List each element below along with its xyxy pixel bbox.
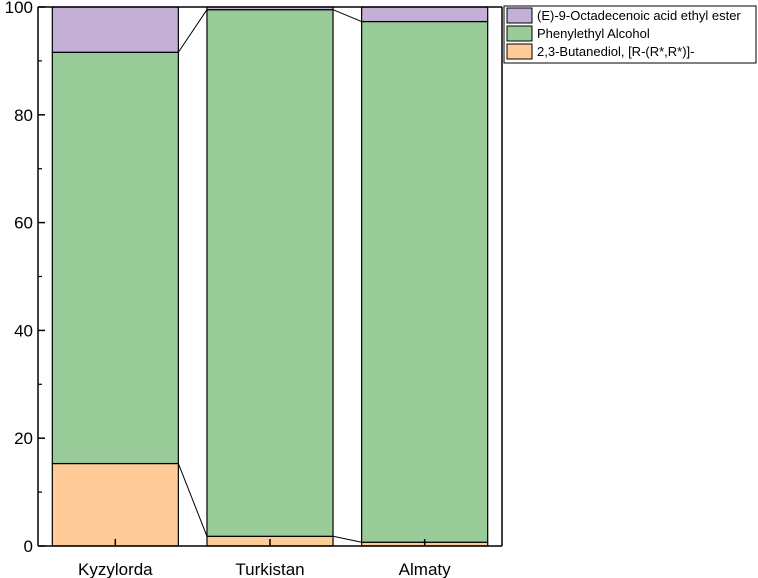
y-tick-label: 80 <box>14 106 33 125</box>
legend-label: Phenylethyl Alcohol <box>537 26 650 41</box>
bar-segment-turkistan-1 <box>206 9 334 537</box>
axes: 0 20 40 60 80 100 Kyzylorda Turkistan Almaty <box>5 0 503 578</box>
y-tick-label: 60 <box>14 214 33 233</box>
connector-line <box>177 9 208 53</box>
connector-line <box>177 463 208 537</box>
bars <box>51 6 489 547</box>
y-tick-label: 100 <box>5 0 33 17</box>
legend-label: (E)-9-Octadecenoic acid ethyl ester <box>537 8 741 23</box>
legend-frame <box>503 5 757 64</box>
connector-line <box>332 9 362 23</box>
bar-segment-almaty-2 <box>361 6 489 23</box>
legend: (E)-9-Octadecenoic acid ethyl ester Pheny… <box>503 5 757 64</box>
legend-swatch <box>506 43 533 60</box>
y-tick-label: 40 <box>14 321 33 340</box>
legend-swatch <box>506 25 533 42</box>
x-tick-label-almaty: Almaty <box>399 560 451 578</box>
y-tick-label: 20 <box>14 429 33 448</box>
bar-segment-kyzylorda-1 <box>51 51 179 465</box>
legend-swatch <box>506 7 533 24</box>
x-tick-label-turkistan: Turkistan <box>235 560 304 578</box>
bar-segment-kyzylorda-0 <box>51 462 179 547</box>
bar-segment-kyzylorda-2 <box>51 6 179 53</box>
x-tick-label-kyzylorda: Kyzylorda <box>78 560 153 578</box>
bar-segment-almaty-1 <box>361 20 489 543</box>
y-tick-label: 0 <box>24 537 33 556</box>
connector-line <box>332 535 362 543</box>
legend-label: 2,3-Butanediol, [R-(R*,R*)]- <box>537 44 695 59</box>
